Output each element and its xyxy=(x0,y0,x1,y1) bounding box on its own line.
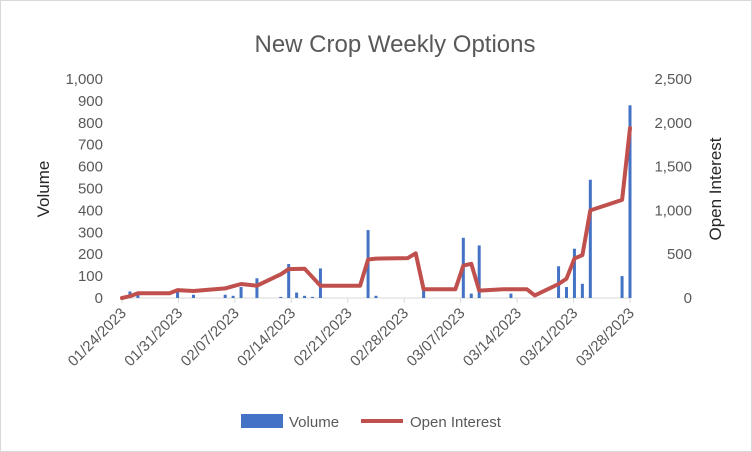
x-tick-label: 03/14/2023 xyxy=(460,305,525,370)
y2-tick-label: 500 xyxy=(667,246,692,263)
x-tick-label: 02/07/2023 xyxy=(178,305,243,370)
volume-bar xyxy=(311,296,314,298)
volume-bar xyxy=(620,276,624,298)
y-tick-label: 300 xyxy=(78,224,103,241)
y-tick-label: 1,000 xyxy=(65,71,103,88)
legend-open-interest-label: Open Interest xyxy=(410,414,502,431)
x-tick-label: 02/28/2023 xyxy=(347,305,412,370)
volume-bar xyxy=(279,296,283,298)
volume-bars xyxy=(128,105,632,298)
y2-axis-title: Open Interest xyxy=(706,137,725,240)
volume-bar xyxy=(509,293,513,298)
y-tick-label: 800 xyxy=(78,115,103,132)
y2-tick-label: 2,000 xyxy=(654,115,692,132)
volume-bar xyxy=(565,287,568,298)
y-tick-label: 100 xyxy=(78,268,103,285)
y-axis-ticks: 0 100 200 300 400 500 600 700 800 900 1,000 xyxy=(65,71,103,307)
x-tick-label: 03/07/2023 xyxy=(403,305,468,370)
x-tick-label: 01/31/2023 xyxy=(121,305,186,370)
volume-bar xyxy=(303,295,307,298)
x-axis-ticks: 01/24/202301/31/202302/07/202302/14/2023… xyxy=(65,298,638,370)
volume-bar xyxy=(255,278,259,298)
volume-bar xyxy=(572,248,576,298)
legend: Volume Open Interest xyxy=(241,414,502,431)
volume-bar xyxy=(287,264,291,298)
volume-bar xyxy=(628,105,632,298)
y-tick-label: 600 xyxy=(78,159,103,176)
y2-axis-ticks: 0 500 1,000 1,500 2,000 2,500 xyxy=(654,71,692,307)
y-axis-title: Volume xyxy=(34,161,53,218)
volume-bar xyxy=(469,293,473,298)
x-tick-label: 03/28/2023 xyxy=(573,305,638,370)
y2-tick-label: 1,000 xyxy=(654,202,692,219)
volume-bar xyxy=(231,295,235,298)
legend-volume-label: Volume xyxy=(289,414,339,431)
x-tick-label: 01/24/2023 xyxy=(65,305,130,370)
volume-bar xyxy=(422,287,426,298)
y-tick-label: 400 xyxy=(78,202,103,219)
y-tick-label: 0 xyxy=(95,290,103,307)
volume-bar xyxy=(191,294,195,298)
volume-bar xyxy=(223,294,227,298)
x-tick-label: 02/21/2023 xyxy=(290,305,355,370)
chart-title: New Crop Weekly Options xyxy=(255,31,536,58)
volume-bar xyxy=(295,292,299,298)
volume-bar xyxy=(176,290,180,298)
volume-bar xyxy=(374,295,378,298)
volume-bar xyxy=(477,245,481,298)
volume-bar xyxy=(239,287,243,298)
volume-bar xyxy=(588,179,592,298)
x-tick-label: 03/21/2023 xyxy=(516,305,581,370)
y2-tick-label: 2,500 xyxy=(654,71,692,88)
y2-tick-label: 1,500 xyxy=(654,159,692,176)
y-tick-label: 200 xyxy=(78,246,103,263)
legend-volume-swatch xyxy=(241,414,283,428)
x-tick-label: 02/14/2023 xyxy=(234,305,299,370)
y2-tick-label: 0 xyxy=(684,290,692,307)
open-interest-line xyxy=(120,126,632,300)
volume-bar xyxy=(136,293,140,298)
volume-bar xyxy=(580,283,584,298)
y-tick-label: 500 xyxy=(78,181,103,198)
y-tick-label: 700 xyxy=(78,137,103,154)
y-tick-label: 900 xyxy=(78,93,103,110)
